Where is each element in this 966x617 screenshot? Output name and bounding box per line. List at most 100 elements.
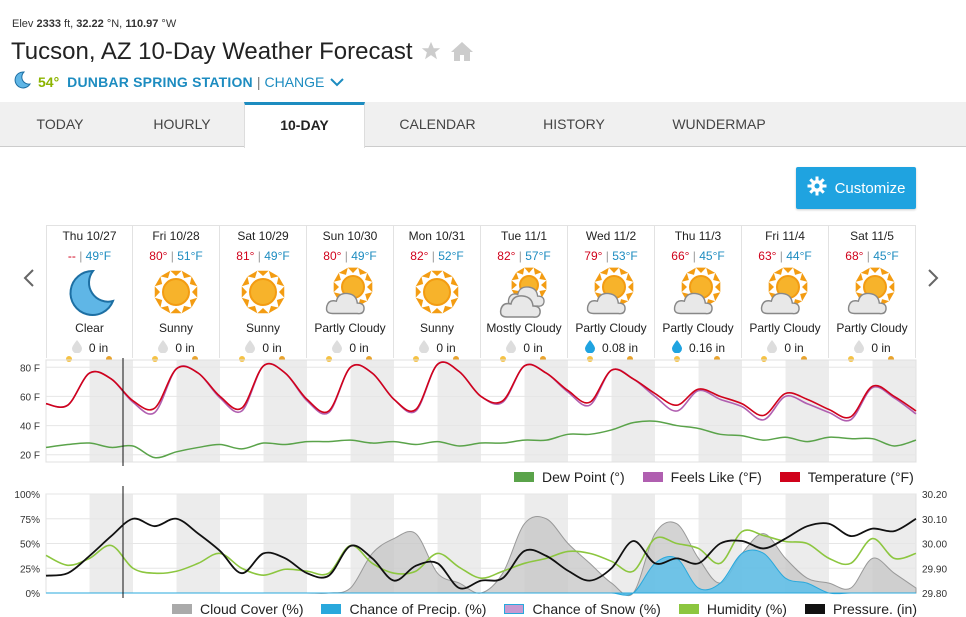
condition-label: Partly Cloudy xyxy=(662,321,734,335)
title-actions xyxy=(420,40,474,67)
raindrop-icon xyxy=(853,339,865,356)
star-icon[interactable] xyxy=(420,40,442,67)
day-name: Sat 10/29 xyxy=(237,229,289,243)
legend-swatch-humidity xyxy=(678,604,699,614)
day-column[interactable]: Thu 11/3 66° | 45°F Partly Cloudy 0.16 i… xyxy=(655,226,742,362)
hi-lo: 79° | 53°F xyxy=(568,249,654,263)
hi-lo: 82° | 52°F xyxy=(394,249,480,263)
hi-lo: 81° | 49°F xyxy=(220,249,306,263)
precip-value: 0.16 in xyxy=(688,340,726,355)
precip-amount: 0 in xyxy=(220,339,306,356)
sun-moon-markers xyxy=(481,350,567,362)
high-temp: 63° xyxy=(758,249,777,263)
legend-dew-point[interactable]: Dew Point (°) xyxy=(542,469,625,485)
day-column[interactable]: Mon 10/31 82° | 52°F Sunny 0 in xyxy=(394,226,481,362)
legend-precip-chance[interactable]: Chance of Precip. (%) xyxy=(349,601,487,617)
condition-label: Clear xyxy=(75,321,104,335)
sun-moon-markers xyxy=(307,350,393,362)
day-column[interactable]: Sat 11/5 68° | 45°F Partly Cloudy 0 in xyxy=(829,226,916,362)
condition-label: Partly Cloudy xyxy=(575,321,647,335)
mostly-cloudy-icon xyxy=(497,265,551,319)
sun-icon xyxy=(149,265,203,319)
elevation-coords: Elev 2333 ft, 32.22 °N, 110.97 °W xyxy=(12,18,176,30)
night-band xyxy=(872,360,916,462)
legend-pressure[interactable]: Pressure. (in) xyxy=(832,601,917,617)
legend-humidity[interactable]: Humidity (%) xyxy=(706,601,787,617)
precip-amount: 0 in xyxy=(481,339,567,356)
tab-today[interactable]: TODAY xyxy=(36,116,84,132)
day-column[interactable]: Sun 10/30 80° | 49°F Partly Cloudy 0 in xyxy=(307,226,394,362)
day-column[interactable]: Tue 11/1 82° | 57°F Mostly Cloudy 0 in xyxy=(481,226,568,362)
legend-feels-like[interactable]: Feels Like (°F) xyxy=(670,469,762,485)
precip-value: 0 in xyxy=(88,340,109,355)
hi-lo-separator: | xyxy=(779,249,783,263)
elev-label: Elev xyxy=(12,18,34,30)
partly-cloudy-icon xyxy=(758,265,812,319)
legend-cloud-cover[interactable]: Cloud Cover (%) xyxy=(200,601,304,617)
day-column[interactable]: Sat 10/29 81° | 49°F Sunny 0 in xyxy=(220,226,307,362)
night-band xyxy=(698,360,742,462)
condition-label: Sunny xyxy=(419,321,455,335)
forecast-days: Thu 10/27 -- | 49°F Clear 0 in Fri 10/28… xyxy=(46,225,916,362)
y-tick-label-right: 29.90 xyxy=(922,564,947,575)
condition-label: Mostly Cloudy xyxy=(486,321,562,335)
change-station-link[interactable]: CHANGE xyxy=(264,73,325,90)
raindrop-icon xyxy=(584,339,596,356)
gear-icon xyxy=(807,176,827,200)
sun-moon-markers xyxy=(220,350,306,362)
day-name: Sat 11/5 xyxy=(850,229,894,243)
day-name: Thu 10/27 xyxy=(62,229,117,243)
day-name: Mon 10/31 xyxy=(408,229,466,243)
prev-arrow-icon[interactable] xyxy=(22,268,36,294)
hi-lo: 66° | 45°F xyxy=(655,249,741,263)
day-name: Fri 11/4 xyxy=(765,229,805,243)
sun-moon-markers xyxy=(829,350,915,362)
legend-snow-chance[interactable]: Chance of Snow (%) xyxy=(532,601,661,617)
high-temp: -- xyxy=(67,249,76,263)
lat-unit: °N, xyxy=(106,18,123,30)
next-arrow-icon[interactable] xyxy=(926,268,940,294)
precip-amount: 0 in xyxy=(829,339,915,356)
day-column[interactable]: Fri 10/28 80° | 51°F Sunny 0 in xyxy=(133,226,220,362)
legend-swatch-pressure xyxy=(804,604,825,614)
y-tick-label: 20 F xyxy=(20,451,40,462)
day-column[interactable]: Thu 10/27 -- | 49°F Clear 0 in xyxy=(46,226,133,362)
tab-calendar[interactable]: CALENDAR xyxy=(399,116,476,132)
day-column[interactable]: Fri 11/4 63° | 44°F Partly Cloudy 0 in xyxy=(742,226,829,362)
chevron-down-icon[interactable] xyxy=(330,74,345,90)
partly-cloudy-icon xyxy=(584,265,638,319)
low-temp: 52°F xyxy=(438,249,464,263)
partly-cloudy-icon xyxy=(671,265,725,319)
night-band xyxy=(611,360,655,462)
station-name[interactable]: DUNBAR SPRING STATION xyxy=(67,73,253,90)
tab-10-day[interactable]: 10-DAY xyxy=(244,102,365,148)
separator: | xyxy=(256,73,261,90)
high-temp: 82° xyxy=(497,249,516,263)
tab-wundermap[interactable]: WUNDERMAP xyxy=(672,116,766,132)
lat-value: 32.22 xyxy=(76,18,104,30)
day-column[interactable]: Wed 11/2 79° | 53°F Partly Cloudy 0.08 i… xyxy=(568,226,655,362)
low-temp: 57°F xyxy=(525,249,551,263)
series-line-0 xyxy=(45,361,917,419)
low-temp: 49°F xyxy=(85,249,112,263)
high-temp: 68° xyxy=(845,249,864,263)
sun-moon-markers xyxy=(133,350,219,362)
legend-temperature-label[interactable]: Temperature (°F) xyxy=(807,469,914,485)
legend-precip: Cloud Cover (%) Chance of Precip. (%) Ch… xyxy=(154,601,917,617)
home-icon[interactable] xyxy=(450,40,474,67)
tab-hourly[interactable]: HOURLY xyxy=(153,116,211,132)
sun-icon xyxy=(410,265,464,319)
hi-lo-separator: | xyxy=(431,249,435,263)
hi-lo: 80° | 51°F xyxy=(133,249,219,263)
customize-button[interactable]: Customize xyxy=(796,167,916,209)
moon-icon xyxy=(12,70,32,93)
precip-amount: 0 in xyxy=(133,339,219,356)
condition-label: Partly Cloudy xyxy=(314,321,386,335)
hi-lo-separator: | xyxy=(605,249,609,263)
night-band xyxy=(785,360,829,462)
elev-value: 2333 xyxy=(36,18,61,30)
precip-amount: 0 in xyxy=(47,339,132,356)
tab-history[interactable]: HISTORY xyxy=(543,116,605,132)
legend-swatch-snow xyxy=(504,604,525,614)
condition-label: Sunny xyxy=(245,321,281,335)
